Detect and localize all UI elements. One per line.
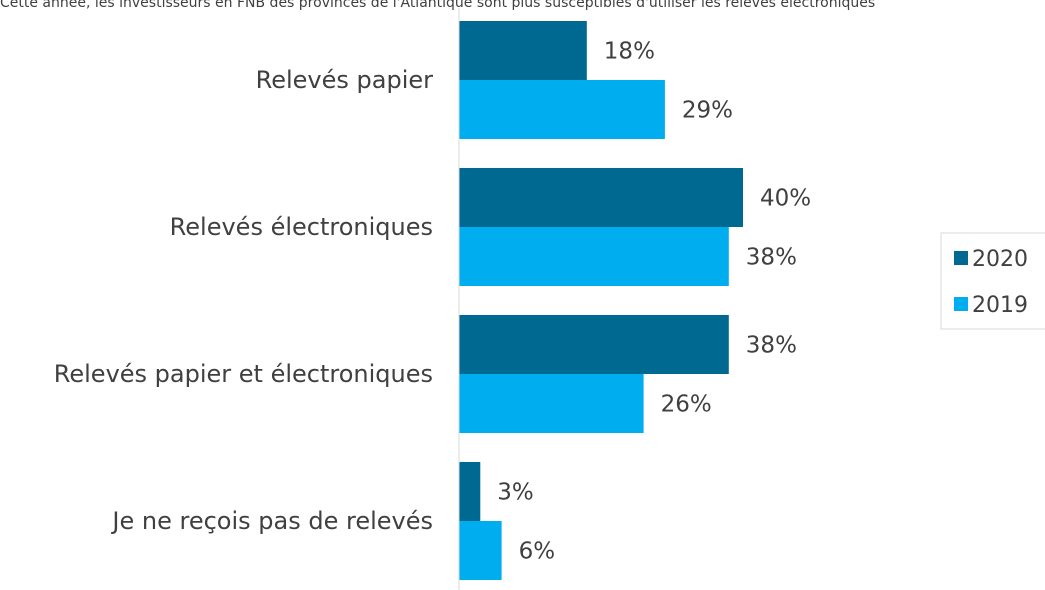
legend-label-2020: 2020 [972,247,1028,272]
legend: 2020 2019 [940,232,1045,330]
value-label-je-ne-recois-pas-de-releves-2019: 6% [519,539,556,565]
category-labels-group: Relevés papier Relevés électroniques Relev… [54,66,433,535]
bar-je-ne-recois-pas-de-releves-2020 [459,462,481,521]
value-label-je-ne-recois-pas-de-releves-2020: 3% [497,480,534,506]
category-label-releves-papier: Relevés papier [256,66,434,94]
bar-je-ne-recois-pas-de-releves-2019 [459,521,502,580]
value-label-releves-papier-et-electroniques-2019: 26% [661,392,712,418]
value-label-releves-papier-2020: 18% [604,39,655,65]
value-label-releves-papier-et-electroniques-2020: 38% [746,333,797,359]
category-label-releves-papier-et-electroniques: Relevés papier et électroniques [54,360,433,388]
bar-releves-papier-2019 [459,80,665,139]
bar-releves-papier-et-electroniques-2020 [459,315,729,374]
legend-label-2019: 2019 [972,293,1028,318]
legend-swatch-2019 [954,297,968,311]
value-label-releves-papier-2019: 29% [682,98,733,124]
bar-releves-electroniques-2019 [459,227,729,286]
bar-releves-papier-2020 [459,21,587,80]
value-label-releves-electroniques-2019: 38% [746,245,797,271]
bar-releves-electroniques-2020 [459,168,743,227]
bars-group [459,21,743,580]
legend-swatch-2020 [954,251,968,265]
value-labels-group: 18% 29% 40% 38% 38% 26% 3% 6% [497,39,811,565]
bar-releves-papier-et-electroniques-2019 [459,374,644,433]
category-label-releves-electroniques: Relevés électroniques [170,213,433,241]
value-label-releves-electroniques-2020: 40% [760,186,811,212]
category-label-je-ne-recois-pas-de-releves: Je ne reçois pas de relevés [110,507,433,535]
chart-title: Cette année, les investisseurs en FNB de… [0,0,876,11]
legend-border [940,232,1045,330]
